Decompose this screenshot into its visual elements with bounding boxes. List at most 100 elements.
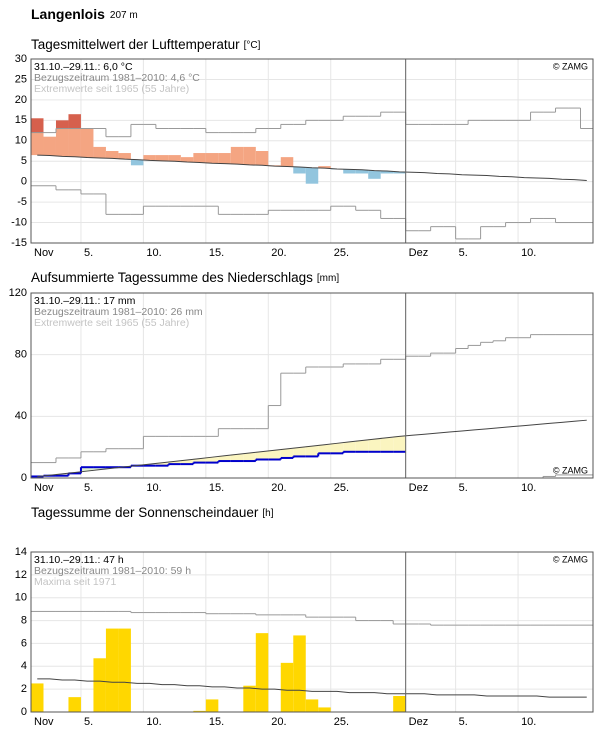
title-unit: [mm] [317,273,339,284]
annotation: Maxima seit 1971 [34,576,116,588]
bar [93,658,106,712]
anomaly-bar [68,128,81,157]
difference-fill [193,458,206,463]
annotation: 31.10.–29.11.: 17 mm [34,295,136,307]
difference-fill [255,451,269,460]
difference-fill [180,459,194,465]
anomaly-bar [355,169,369,174]
x-tick-label: 15. [209,716,224,728]
anomaly-bar [143,155,156,161]
y-tick-label: 0 [21,176,27,188]
anomaly-bar [80,128,94,158]
bar [318,707,331,712]
bar [280,662,294,712]
title-unit: [°C] [244,40,261,51]
anomaly-bar [243,146,256,165]
x-tick-label: 5. [459,716,468,728]
plot-border [30,551,594,713]
y-tick-label: 10 [15,135,27,147]
bar [255,633,269,712]
record-bar [55,120,69,129]
annotation: Extremwerte seit 1965 (55 Jahre) [34,83,189,95]
y-tick-label: -10 [11,216,27,228]
x-tick-label: 5. [459,482,468,494]
anomaly-bar [130,159,144,166]
station-name: Langenlois [31,6,105,22]
anomaly-bar [180,157,194,163]
x-tick-label: Nov [34,247,54,259]
credit: © ZAMG [553,465,588,475]
y-tick-label: 120 [9,287,27,299]
title-unit: [h] [262,508,273,519]
anomaly-bar [343,169,356,174]
anomaly-bar [380,171,394,174]
difference-fill [80,467,94,472]
y-tick-label: 5 [21,155,27,167]
bar [68,697,81,712]
anomaly-bar [218,153,231,164]
anomaly-bar [255,151,269,166]
y-tick-label: 12 [15,569,27,581]
difference-fill [155,462,169,466]
difference-fill [305,446,319,457]
annotation: 31.10.–29.11.: 47 h [34,554,124,566]
difference-fill [280,448,294,458]
y-tick-label: 0 [21,472,27,484]
x-tick-label: 10. [146,247,161,259]
normal-line [37,678,587,698]
anomaly-bar [155,155,169,161]
normal-line [37,154,587,181]
x-tick-label: 10. [146,482,161,494]
anomaly-bar [55,128,69,157]
x-tick-label: 15. [209,247,224,259]
anomaly-bar [43,136,56,156]
x-tick-label: 20. [271,247,286,259]
difference-fill [205,457,219,463]
x-tick-label: Nov [34,716,54,728]
y-tick-label: 0 [21,706,27,718]
y-tick-label: 30 [15,53,27,65]
y-tick-label: 40 [15,410,27,422]
difference-fill [93,467,106,470]
difference-fill [368,439,381,452]
y-tick-label: 14 [15,546,27,558]
y-tick-label: 8 [21,614,27,626]
title-text: Aufsummierte Tagessumme des Niederschlag… [31,270,313,285]
x-tick-label: 10. [521,716,536,728]
anomaly-bar [118,153,131,160]
x-tick-label: Nov [34,482,54,494]
y-tick-label: 25 [15,73,27,85]
bar [31,683,44,712]
chart-title: Tagessumme der Sonnenscheindauer [h] [31,505,274,520]
difference-fill [343,441,356,452]
bar [243,685,256,712]
record-bar [31,118,44,133]
annotation: Bezugszeitraum 1981–2010: 4,6 °C [34,72,200,84]
elevation: 207 m [110,10,138,21]
anomaly-bar [318,166,331,169]
x-tick-label: 25. [334,247,349,259]
y-tick-label: 10 [15,592,27,604]
y-tick-label: 2 [21,683,27,695]
bar [293,635,306,712]
difference-fill [268,450,281,460]
title-text: Tagesmittelwert der Lufttemperatur [31,37,240,52]
x-tick-label: Dez [409,716,429,728]
anomaly-bar [368,170,381,179]
anomaly-bar [280,157,294,167]
bar [305,699,319,712]
chart-title: Tagesmittelwert der Lufttemperatur [°C] [31,37,261,52]
x-tick-label: 20. [271,716,286,728]
y-tick-label: 15 [15,114,27,126]
credit: © ZAMG [553,554,588,564]
bar [105,628,119,712]
x-tick-label: 25. [334,716,349,728]
x-tick-label: 5. [84,247,93,259]
anomaly-bar [305,167,319,184]
difference-fill [393,436,406,452]
x-tick-label: 5. [84,482,93,494]
x-tick-label: 20. [271,482,286,494]
y-tick-label: 6 [21,637,27,649]
